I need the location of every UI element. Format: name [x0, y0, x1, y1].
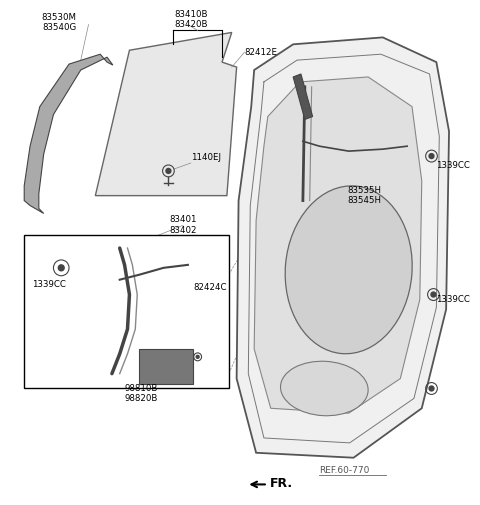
Circle shape [429, 386, 434, 391]
Text: 83530M
83540G: 83530M 83540G [42, 13, 77, 32]
Polygon shape [254, 77, 422, 413]
Polygon shape [237, 37, 449, 458]
Text: 83535H
83545H: 83535H 83545H [348, 186, 382, 205]
Polygon shape [293, 74, 312, 120]
Text: 1339CC: 1339CC [436, 295, 470, 304]
Polygon shape [96, 32, 237, 195]
Text: FR.: FR. [270, 478, 293, 490]
Text: 1339CC: 1339CC [436, 162, 470, 171]
Text: REF.60-770: REF.60-770 [320, 466, 370, 475]
Text: 82424C: 82424C [194, 283, 227, 292]
Text: 1140EJ: 1140EJ [191, 153, 221, 162]
Circle shape [429, 154, 434, 159]
Circle shape [196, 356, 199, 359]
Ellipse shape [280, 361, 368, 416]
Bar [139, 349, 193, 383]
Text: 1339CC: 1339CC [32, 280, 66, 289]
Bar [24, 235, 229, 388]
Text: 83401
83402: 83401 83402 [169, 216, 197, 235]
Circle shape [58, 265, 64, 271]
Text: 82412E: 82412E [244, 48, 277, 57]
Circle shape [166, 169, 171, 173]
Ellipse shape [285, 186, 412, 354]
Text: 83410B
83420B: 83410B 83420B [174, 10, 207, 29]
Text: 98810B
98820B: 98810B 98820B [124, 383, 158, 403]
Circle shape [431, 292, 436, 297]
Polygon shape [24, 54, 113, 214]
